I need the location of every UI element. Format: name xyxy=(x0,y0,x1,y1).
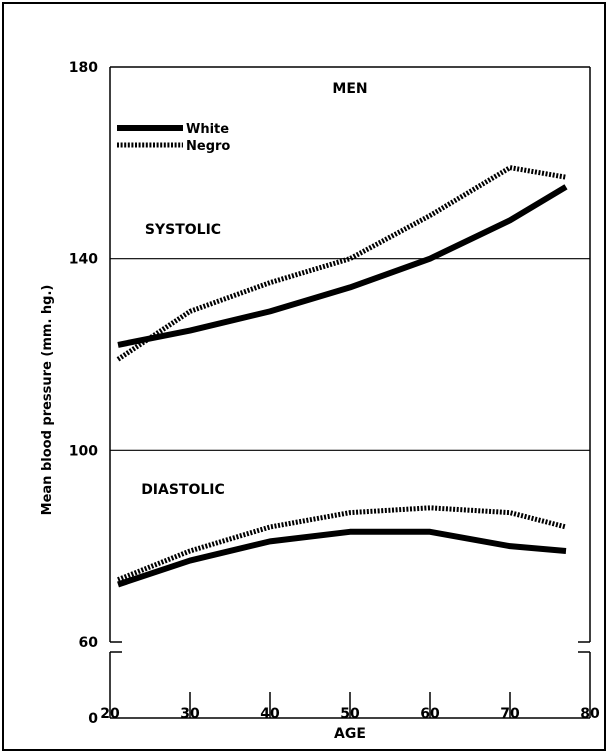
text-labels: MEN SYSTOLIC DIASTOLIC AGE Mean blood pr… xyxy=(40,81,368,742)
x-tick-label: 20 xyxy=(100,706,120,722)
legend-label-white: White xyxy=(186,122,229,137)
series-line-white-systolic xyxy=(117,184,568,348)
x-axis-label: AGE xyxy=(334,726,366,742)
x-tick-label: 70 xyxy=(500,706,520,722)
y-tick-label: 180 xyxy=(69,60,98,76)
systolic-label: SYSTOLIC xyxy=(145,222,221,238)
x-tick-label: 80 xyxy=(580,706,600,722)
y-tick-label: 100 xyxy=(69,443,98,459)
y-tick-label: 0 xyxy=(88,711,98,727)
legend-label-negro: Negro xyxy=(186,139,230,154)
series-line-white-diastolic xyxy=(117,528,567,588)
y-tick-label: 60 xyxy=(79,635,99,651)
y-axis-label: Mean blood pressure (mm. hg.) xyxy=(40,285,55,516)
series-lines xyxy=(116,165,568,588)
axes: 20 30 40 50 60 70 80 0 60 100 140 180 xyxy=(69,60,600,727)
diastolic-label: DIASTOLIC xyxy=(141,482,225,498)
chart-title: MEN xyxy=(332,81,367,97)
series-line-negro-systolic xyxy=(116,165,567,362)
y-tick-label: 140 xyxy=(69,252,98,268)
x-tick-label: 40 xyxy=(260,706,280,722)
series-line-negro-diastolic xyxy=(117,505,567,583)
x-tick-label: 30 xyxy=(180,706,200,722)
x-tick-label: 50 xyxy=(340,706,360,722)
x-tick-label: 60 xyxy=(420,706,440,722)
legend: White Negro xyxy=(117,122,230,154)
